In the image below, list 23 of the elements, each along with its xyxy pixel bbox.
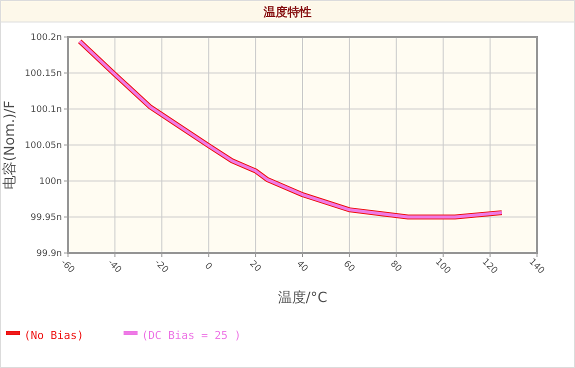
x-tick-label: 0 xyxy=(202,261,214,272)
x-tick-label: 140 xyxy=(526,257,546,277)
legend-label: (No Bias) xyxy=(24,329,84,342)
chart-title: 温度特性 xyxy=(262,5,312,19)
legend-label: (DC Bias = 25 ) xyxy=(142,329,241,342)
x-tick-label: 20 xyxy=(247,259,263,274)
y-tick-label: 100.2n xyxy=(30,33,62,43)
x-tick-label: 120 xyxy=(480,257,500,277)
x-tick-label: -40 xyxy=(105,258,124,276)
x-tick-label: 80 xyxy=(388,259,404,274)
y-tick-label: 99.95n xyxy=(30,213,62,223)
y-tick-label: 100n xyxy=(39,177,62,187)
x-tick-label: 100 xyxy=(432,257,452,277)
y-tick-label: 100.05n xyxy=(24,141,62,151)
x-tick-label: 60 xyxy=(341,259,356,274)
y-tick-label: 100.15n xyxy=(24,69,62,79)
x-tick-label: 40 xyxy=(294,259,310,274)
x-axis-title: 温度/°C xyxy=(278,290,328,306)
y-axis-title: 电容(Nom.)/F xyxy=(2,100,18,190)
x-tick-label: -20 xyxy=(152,258,170,276)
y-tick-label: 100.1n xyxy=(30,105,62,115)
y-tick-label: 99.9n xyxy=(36,249,62,259)
x-tick-label: -60 xyxy=(58,258,76,276)
